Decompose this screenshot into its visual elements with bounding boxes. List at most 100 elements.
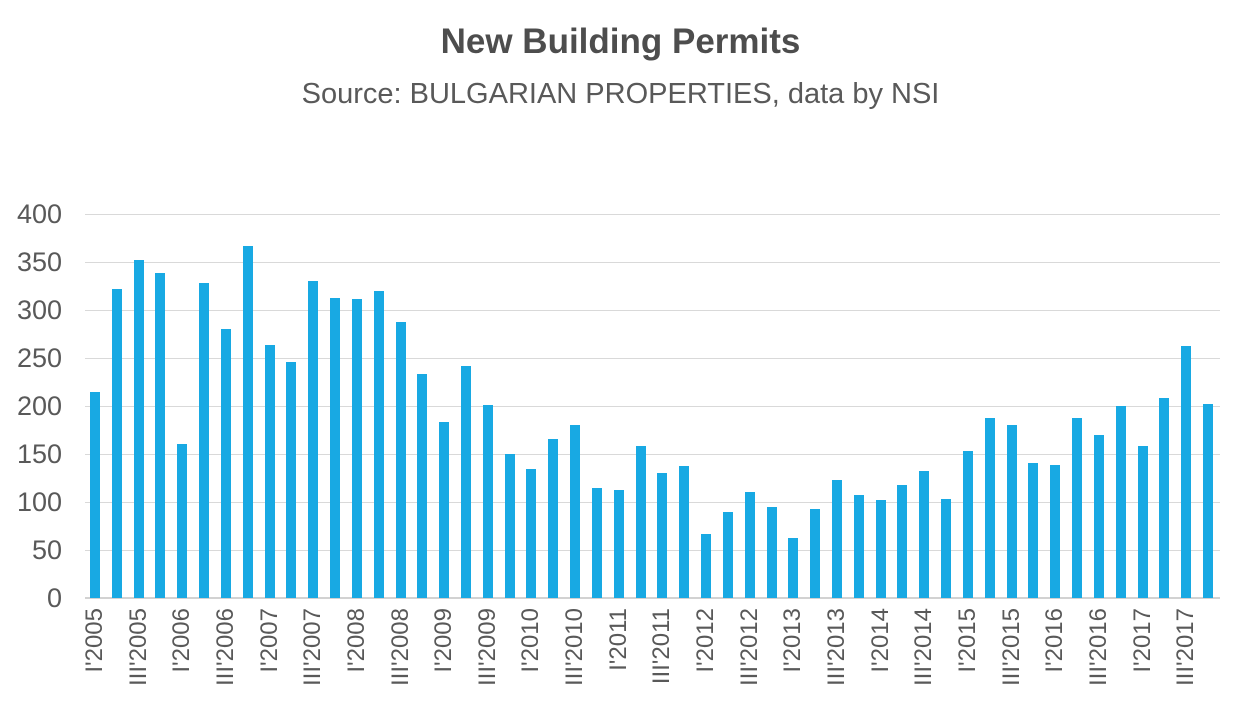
y-tick-label-250: 250 bbox=[16, 343, 62, 373]
x-tick-label-III'2005: III'2005 bbox=[124, 608, 152, 686]
bar-II'2015 bbox=[984, 417, 995, 598]
x-tick-label-III'2017: III'2017 bbox=[1172, 608, 1200, 686]
x-tick-label-I'2016: I'2016 bbox=[1041, 608, 1069, 673]
y-tick-label-400: 400 bbox=[16, 199, 62, 229]
bar-I'2014 bbox=[875, 500, 886, 598]
bar-II'2011 bbox=[635, 446, 646, 598]
bar-III'2016 bbox=[1093, 434, 1104, 598]
bar-III'2015 bbox=[1006, 425, 1017, 598]
bar-III'2006 bbox=[220, 329, 231, 598]
bar-II'2005 bbox=[111, 288, 122, 598]
bar-III'2017 bbox=[1181, 345, 1192, 598]
bar-IV'2017 bbox=[1203, 404, 1213, 598]
bar-IV'2011 bbox=[679, 466, 690, 598]
x-tick-label-I'2005: I'2005 bbox=[81, 608, 108, 673]
bar-I'2013 bbox=[788, 538, 799, 598]
bar-I'2016 bbox=[1050, 464, 1061, 598]
y-tick-label-300: 300 bbox=[16, 295, 62, 325]
bar-II'2013 bbox=[810, 508, 821, 598]
bar-III'2011 bbox=[657, 473, 668, 598]
y-tick-label-0: 0 bbox=[46, 583, 62, 613]
bar-I'2007 bbox=[264, 344, 275, 598]
y-tick-label-200: 200 bbox=[16, 391, 62, 421]
bar-IV'2006 bbox=[242, 245, 253, 598]
x-tick-label-III'2011: III'2011 bbox=[648, 608, 676, 685]
x-tick-label-I'2007: I'2007 bbox=[255, 608, 283, 673]
bar-IV'2008 bbox=[417, 374, 428, 598]
bar-IV'2009 bbox=[504, 454, 515, 598]
x-tick-label-III'2013: III'2013 bbox=[823, 608, 850, 686]
gridline-250 bbox=[85, 358, 1220, 359]
gridline-400 bbox=[85, 214, 1220, 215]
x-tick-label-III'2012: III'2012 bbox=[735, 608, 763, 686]
bar-II'2014 bbox=[897, 484, 908, 598]
x-tick-label-I'2010: I'2010 bbox=[517, 608, 545, 673]
x-tick-label-III'2015: III'2015 bbox=[997, 608, 1025, 686]
chart-subtitle: Source: BULGARIAN PROPERTIES, data by NS… bbox=[301, 78, 940, 110]
x-tick-label-I'2015: I'2015 bbox=[953, 608, 981, 673]
bar-IV'2005 bbox=[155, 272, 166, 598]
gridline-200 bbox=[85, 406, 1220, 407]
y-tick-label-150: 150 bbox=[16, 439, 62, 469]
bar-III'2012 bbox=[744, 492, 755, 598]
x-tick-label-III'2009: III'2009 bbox=[473, 608, 501, 686]
y-tick-label-350: 350 bbox=[16, 247, 62, 277]
bar-IV'2014 bbox=[941, 499, 952, 598]
x-tick-label-I'2013: I'2013 bbox=[779, 608, 807, 673]
y-tick-label-50: 50 bbox=[31, 535, 62, 565]
x-tick-label-III'2006: III'2006 bbox=[211, 608, 239, 686]
bar-II'2010 bbox=[548, 438, 559, 598]
bar-III'2007 bbox=[308, 281, 319, 598]
x-tick-label-I'2014: I'2014 bbox=[866, 608, 894, 673]
bar-IV'2007 bbox=[330, 298, 341, 598]
gridline-0 bbox=[85, 597, 1220, 599]
bar-I'2008 bbox=[351, 299, 362, 598]
x-tick-label-I'2006: I'2006 bbox=[168, 608, 196, 673]
y-tick-label-100: 100 bbox=[16, 487, 62, 517]
bar-I'2011 bbox=[613, 490, 624, 598]
bar-III'2014 bbox=[919, 471, 930, 598]
bar-II'2012 bbox=[722, 511, 733, 598]
bar-IV'2010 bbox=[591, 487, 602, 598]
x-tick-label-I'2011: I'2011 bbox=[604, 608, 632, 671]
bar-I'2006 bbox=[177, 444, 188, 598]
gridline-150 bbox=[85, 454, 1220, 455]
bar-III'2010 bbox=[570, 425, 581, 598]
bar-I'2012 bbox=[701, 533, 712, 598]
x-tick-label-I'2012: I'2012 bbox=[692, 608, 720, 673]
gridline-350 bbox=[85, 262, 1220, 263]
bar-IV'2013 bbox=[853, 495, 864, 598]
bar-II'2007 bbox=[286, 361, 297, 598]
bar-II'2016 bbox=[1072, 418, 1083, 598]
bar-II'2006 bbox=[199, 283, 210, 598]
x-tick-label-III'2016: III'2016 bbox=[1084, 608, 1112, 686]
x-tick-label-III'2014: III'2014 bbox=[910, 608, 938, 686]
gridline-100 bbox=[85, 502, 1220, 503]
bar-IV'2012 bbox=[766, 506, 777, 598]
bar-III'2009 bbox=[482, 405, 493, 598]
bar-II'2017 bbox=[1159, 398, 1170, 598]
x-tick-label-I'2009: I'2009 bbox=[430, 608, 458, 673]
gridline-300 bbox=[85, 310, 1220, 311]
bar-IV'2016 bbox=[1115, 406, 1126, 598]
x-tick-label-III'2008: III'2008 bbox=[386, 608, 414, 686]
x-tick-label-I'2017: I'2017 bbox=[1128, 608, 1156, 673]
bar-I'2010 bbox=[526, 469, 537, 598]
bar-I'2017 bbox=[1137, 446, 1148, 598]
x-tick-label-I'2008: I'2008 bbox=[342, 608, 370, 673]
gridline-50 bbox=[85, 550, 1220, 551]
bar-II'2008 bbox=[373, 290, 384, 598]
bar-I'2009 bbox=[439, 422, 450, 598]
bar-III'2013 bbox=[832, 479, 842, 598]
bar-III'2005 bbox=[133, 260, 144, 598]
x-tick-label-III'2010: III'2010 bbox=[561, 608, 589, 686]
bar-I'2015 bbox=[962, 451, 973, 598]
bar-IV'2015 bbox=[1028, 462, 1039, 598]
bar-III'2008 bbox=[395, 321, 406, 598]
bar-II'2009 bbox=[461, 365, 471, 598]
x-tick-label-III'2007: III'2007 bbox=[299, 608, 327, 686]
bar-I'2005 bbox=[90, 391, 100, 598]
chart-title: New Building Permits bbox=[440, 22, 801, 61]
